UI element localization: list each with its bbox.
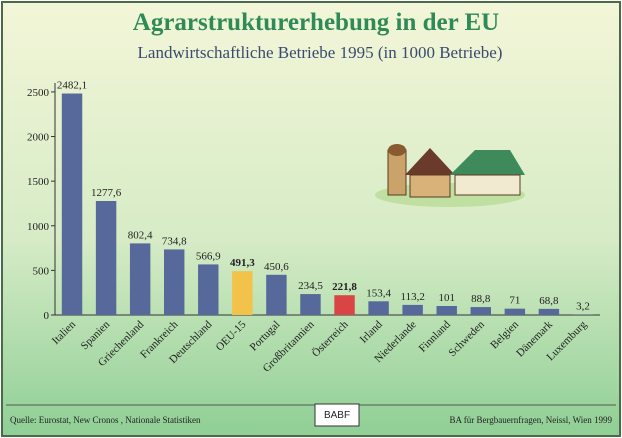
bar <box>402 305 422 315</box>
y-tick-label: 2000 <box>27 132 50 144</box>
credit-note: BA für Bergbauernfragen, Neissl, Wien 19… <box>449 415 612 425</box>
value-label: 153,4 <box>366 287 391 299</box>
bar <box>62 94 82 315</box>
bar <box>368 301 388 315</box>
bar <box>505 309 525 315</box>
bar <box>471 307 491 315</box>
logo: BABF <box>324 410 350 421</box>
bar <box>232 271 252 315</box>
chart-subtitle: Landwirtschaftliche Betriebe 1995 (in 10… <box>138 43 503 62</box>
value-label: 71 <box>509 295 520 307</box>
bar <box>130 243 150 315</box>
chart-title: Agrarstrukturerhebung in der EU <box>133 9 499 36</box>
bar <box>164 249 184 315</box>
value-label: 234,5 <box>298 280 323 292</box>
value-label: 221,8 <box>332 281 357 293</box>
value-label: 2482,1 <box>57 80 87 92</box>
y-tick-label: 500 <box>33 265 50 277</box>
bar <box>300 294 320 315</box>
value-label: 491,3 <box>230 257 255 269</box>
value-label: 566,9 <box>196 250 221 262</box>
y-tick-label: 1000 <box>27 221 50 233</box>
source-note: Quelle: Eurostat, New Cronos , Nationale… <box>10 415 201 425</box>
bar <box>96 201 116 315</box>
value-label: 1277,6 <box>91 187 122 199</box>
value-label: 88,8 <box>471 293 491 305</box>
chart: Agrarstrukturerhebung in der EU Landwirt… <box>0 0 622 438</box>
bar <box>334 295 354 315</box>
value-label: 3,2 <box>576 301 590 313</box>
y-tick-label: 1500 <box>27 176 50 188</box>
bar <box>266 275 286 315</box>
y-tick-label: 2500 <box>27 87 50 99</box>
value-label: 734,8 <box>162 235 187 247</box>
value-label: 802,4 <box>128 229 153 241</box>
value-label: 101 <box>438 292 455 304</box>
background <box>2 2 620 436</box>
value-label: 68,8 <box>539 295 559 307</box>
value-label: 113,2 <box>400 291 424 303</box>
bar <box>198 264 218 315</box>
y-tick-label: 0 <box>44 310 50 322</box>
bar <box>437 306 457 315</box>
bar <box>539 309 559 315</box>
value-label: 450,6 <box>264 261 289 273</box>
